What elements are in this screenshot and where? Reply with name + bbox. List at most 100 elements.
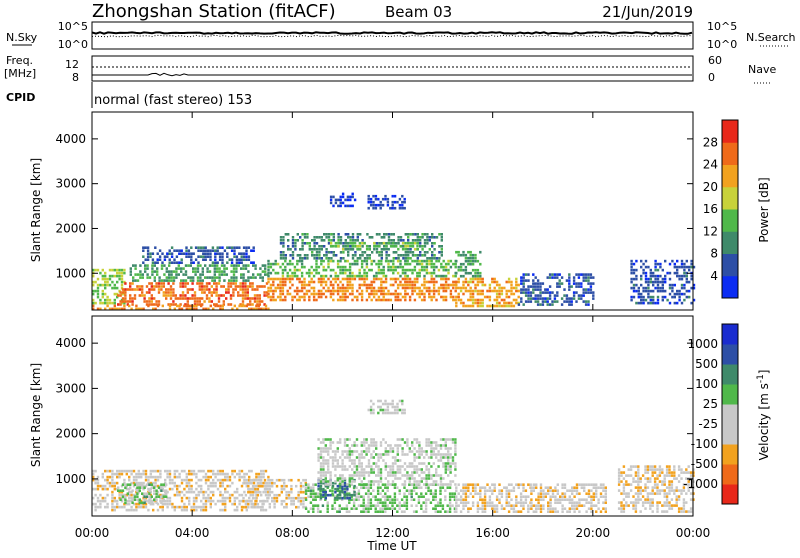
- data-cell: [520, 501, 522, 504]
- data-cell: [482, 504, 484, 507]
- data-cell: [193, 506, 195, 509]
- data-cell: [397, 438, 399, 441]
- data-cell: [414, 239, 416, 242]
- data-cell: [346, 468, 348, 471]
- data-cell: [347, 236, 349, 239]
- data-cell: [347, 196, 349, 199]
- data-cell: [109, 284, 111, 287]
- data-cell: [525, 288, 527, 291]
- data-cell: [549, 486, 551, 489]
- data-cell: [373, 441, 375, 444]
- data-cell: [244, 291, 246, 294]
- data-cell: [104, 479, 106, 482]
- data-cell: [508, 302, 510, 305]
- data-cell: [620, 471, 622, 474]
- data-cell: [202, 258, 204, 261]
- data-cell: [566, 297, 568, 300]
- data-cell: [426, 233, 428, 236]
- data-cell: [424, 242, 426, 245]
- data-cell: [123, 305, 125, 308]
- data-cell: [267, 266, 269, 269]
- data-cell: [282, 284, 284, 287]
- data-cell: [647, 296, 649, 299]
- data-cell: [267, 290, 269, 293]
- data-cell: [496, 498, 498, 501]
- data-cell: [433, 263, 435, 266]
- data-cell: [126, 509, 128, 512]
- data-cell: [423, 287, 425, 290]
- data-cell: [176, 494, 178, 497]
- data-cell: [285, 254, 287, 257]
- data-cell: [195, 500, 197, 503]
- data-cell: [451, 495, 453, 498]
- data-cell: [399, 198, 401, 201]
- data-cell: [116, 470, 118, 473]
- data-cell: [169, 305, 171, 308]
- data-cell: [195, 506, 197, 509]
- data-cell: [351, 290, 353, 293]
- colorbar-swatch: [722, 344, 738, 365]
- data-cell: [383, 296, 385, 299]
- data-cell: [421, 480, 423, 483]
- data-cell: [578, 276, 580, 279]
- data-cell: [690, 278, 692, 281]
- data-cell: [102, 293, 104, 296]
- data-cell: [214, 255, 216, 258]
- nave-tick-low: 0: [708, 71, 715, 84]
- data-cell: [400, 236, 402, 239]
- data-cell: [373, 287, 375, 290]
- data-cell: [169, 252, 171, 255]
- data-cell: [186, 305, 188, 308]
- data-cell: [441, 248, 443, 251]
- data-cell: [118, 275, 120, 278]
- data-cell: [202, 491, 204, 494]
- data-cell: [415, 486, 417, 489]
- data-cell: [219, 473, 221, 476]
- data-cell: [157, 261, 159, 264]
- data-cell: [190, 252, 192, 255]
- data-cell: [358, 465, 360, 468]
- data-cell: [260, 473, 262, 476]
- data-cell: [296, 290, 298, 293]
- data-cell: [177, 297, 179, 300]
- data-cell: [356, 444, 358, 447]
- data-cell: [523, 288, 525, 291]
- data-cell: [683, 263, 685, 266]
- data-cell: [247, 485, 249, 488]
- data-cell: [501, 305, 503, 308]
- data-cell: [666, 501, 668, 504]
- data-cell: [198, 470, 200, 473]
- data-cell: [284, 296, 286, 299]
- data-cell: [688, 471, 690, 474]
- data-cell: [647, 290, 649, 293]
- data-cell: [407, 254, 409, 257]
- data-cell: [449, 507, 451, 510]
- data-cell: [285, 485, 287, 488]
- data-cell: [234, 305, 236, 308]
- data-cell: [229, 258, 231, 261]
- data-cell: [318, 278, 320, 281]
- data-cell: [447, 438, 449, 441]
- data-cell: [119, 498, 121, 501]
- data-cell: [310, 501, 312, 504]
- data-cell: [279, 296, 281, 299]
- data-cell: [313, 236, 315, 239]
- data-cell: [148, 492, 150, 495]
- data-cell: [123, 479, 125, 482]
- data-cell: [210, 503, 212, 506]
- data-cell: [181, 482, 183, 485]
- data-cell: [455, 275, 457, 278]
- data-cell: [440, 453, 442, 456]
- data-cell: [252, 491, 254, 494]
- data-cell: [484, 501, 486, 504]
- data-cell: [289, 263, 291, 266]
- data-cell: [375, 198, 377, 201]
- data-cell: [295, 485, 297, 488]
- data-cell: [184, 294, 186, 297]
- data-cell: [114, 293, 116, 296]
- data-cell: [416, 272, 418, 275]
- data-cell: [148, 291, 150, 294]
- data-cell: [225, 291, 227, 294]
- data-cell: [212, 473, 214, 476]
- power-colorbar-label: Power [dB]: [757, 177, 771, 242]
